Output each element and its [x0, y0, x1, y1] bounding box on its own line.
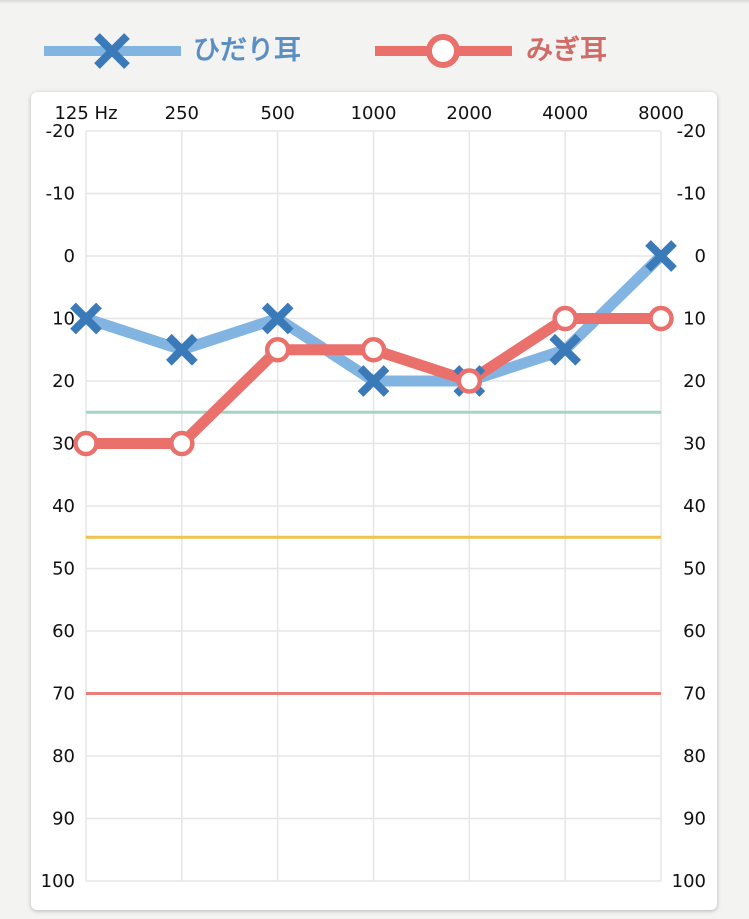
x-tick-label: 4000	[542, 103, 588, 124]
y-tick-label-right: 0	[695, 246, 706, 267]
right-ear-circle-marker	[169, 430, 195, 457]
x-tick-label: 125 Hz	[54, 103, 117, 124]
y-tick-labels: -20 -20 -10 -10 0 0 10 10 20 20 30 30 40 40 50 50 60 60 70…	[41, 121, 706, 892]
y-tick-label-left: 40	[52, 496, 75, 517]
y-tick-label-right: 30	[683, 434, 706, 455]
right-ear-circle-marker	[648, 305, 674, 332]
legend-left-label: ひだり耳	[193, 35, 301, 66]
y-tick-label-right: 90	[683, 809, 706, 830]
y-tick-label-left: -20	[46, 121, 75, 142]
legend-right-label: みぎ耳	[526, 35, 607, 66]
x-stroke	[70, 302, 102, 335]
right-ear-circle-marker	[264, 337, 291, 363]
y-tick-label-left: 90	[52, 809, 75, 830]
y-tick-label-right: 80	[683, 746, 706, 767]
x-tick-labels: 125 Hz 250 500 1000 2000 4000 8000	[54, 103, 683, 124]
left-ear-x-marker	[357, 365, 390, 397]
y-tick-label-left: 100	[41, 871, 75, 892]
x-stroke	[357, 365, 390, 397]
left-ear-x-marker	[645, 240, 677, 272]
left-ear-x-marker	[166, 333, 198, 366]
x-tick-label: 250	[165, 103, 199, 124]
left-ear-x-marker	[70, 302, 102, 335]
x-tick-label: 500	[260, 103, 294, 124]
right-ear-circle-marker	[73, 430, 99, 457]
y-tick-label-left: 60	[52, 621, 75, 642]
legend-swatches	[44, 33, 512, 69]
y-tick-label-right: 60	[683, 621, 706, 642]
x-stroke	[549, 333, 581, 366]
reference-lines	[86, 410, 661, 695]
y-tick-label-right: -20	[677, 121, 706, 142]
y-tick-label-right: 70	[683, 684, 706, 705]
legend-right-circle-icon	[426, 34, 460, 68]
right-ear-circle-marker	[456, 368, 483, 394]
y-tick-label-left: 50	[52, 559, 75, 580]
chart-grid	[85, 130, 662, 882]
right-ear-circle-marker	[552, 305, 578, 332]
y-tick-label-right: 50	[683, 559, 706, 580]
x-stroke	[166, 333, 198, 366]
y-tick-label-left: 70	[52, 684, 75, 705]
x-stroke	[261, 302, 294, 335]
x-tick-label: 2000	[446, 103, 492, 124]
y-tick-label-left: 20	[52, 371, 75, 392]
y-tick-label-right: 40	[683, 496, 706, 517]
y-tick-label-right: 10	[683, 309, 706, 330]
y-tick-label-left: 10	[52, 309, 75, 330]
right-ear-circle-marker	[360, 337, 387, 363]
y-tick-label-right: -10	[677, 184, 706, 205]
y-tick-label-right: 100	[672, 871, 706, 892]
x-stroke	[645, 240, 677, 272]
x-tick-label: 8000	[638, 103, 684, 124]
x-tick-label: 1000	[351, 103, 397, 124]
chart-legend: ひだり耳 みぎ耳	[0, 22, 749, 82]
y-tick-label-right: 20	[683, 371, 706, 392]
y-tick-label-left: -10	[46, 184, 75, 205]
left-ear-x-marker	[549, 333, 581, 366]
y-tick-label-left: 80	[52, 746, 75, 767]
legend-left-x-icon	[94, 33, 130, 69]
left-ear-x-marker	[261, 302, 294, 335]
chart-series	[70, 240, 677, 457]
y-tick-label-left: 0	[64, 246, 75, 267]
top-edge	[0, 0, 749, 4]
y-tick-label-left: 30	[52, 434, 75, 455]
